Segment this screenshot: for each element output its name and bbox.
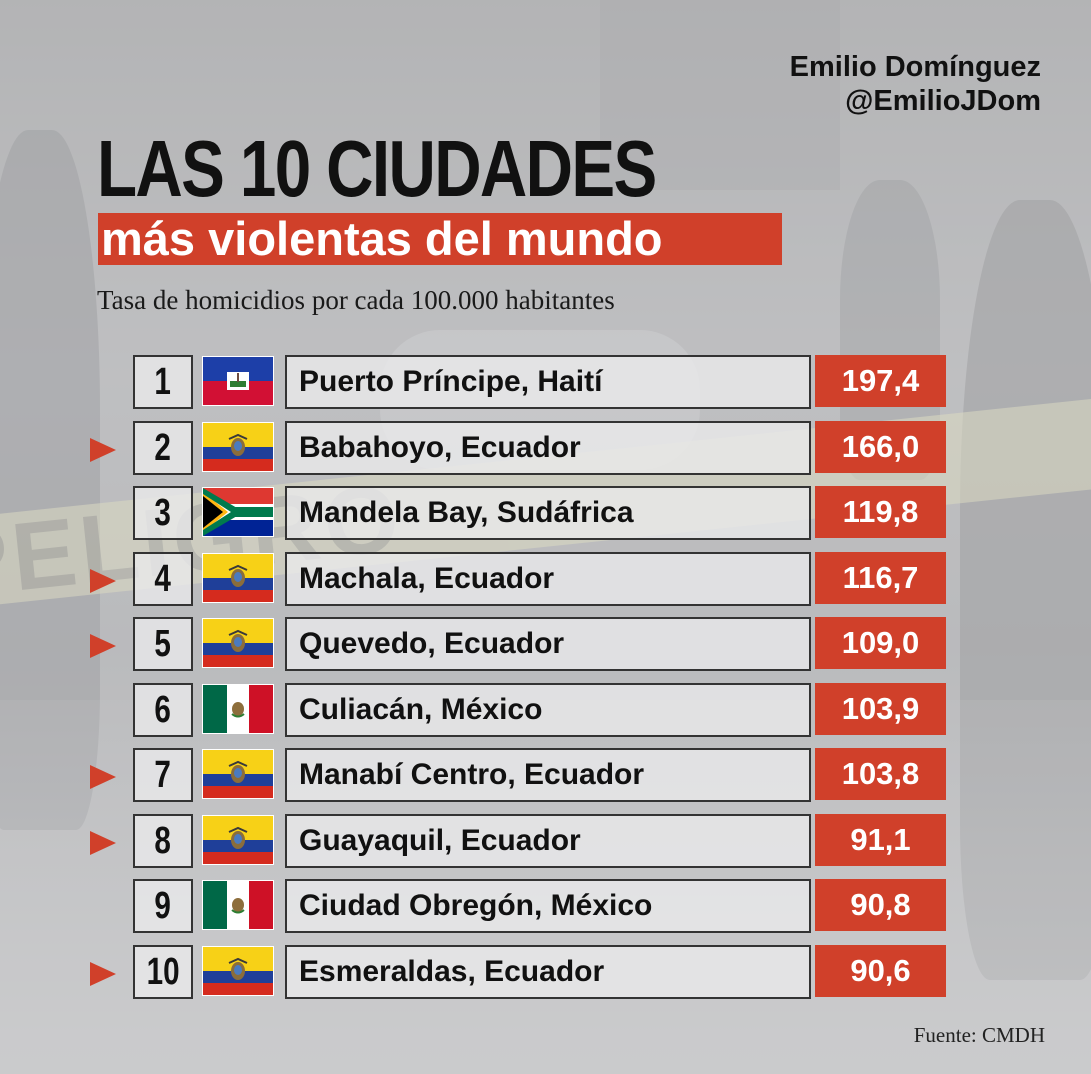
city-label: Ciudad Obregón, México [285,879,811,933]
value-bar: 116,7 [815,551,946,604]
highlight-arrow-icon [90,634,116,658]
ecuador-flag-icon [202,814,274,865]
value-bar: 90,6 [815,944,946,997]
rank-label: 5 [154,623,172,665]
rank-number: 5 [133,617,193,671]
rank-label: 8 [154,819,172,862]
mexico-flag-icon [202,880,274,930]
highlight-arrow-icon [90,765,116,789]
value-bar: 103,9 [815,682,946,735]
chart-title: LAS 10 CIUDADES [97,124,657,213]
rank-label: 2 [154,426,172,469]
rank-number: 9 [133,879,193,933]
highlight-arrow-icon [90,830,116,855]
highlight-arrow-icon [90,437,116,462]
value-bar: 166,0 [815,420,946,473]
city-label: Mandela Bay, Sudáfrica [285,486,811,540]
rank-label: 10 [146,950,180,993]
rank-number: 3 [133,486,193,540]
rank-label: 1 [154,361,172,403]
ecuador-flag-icon [202,749,274,799]
south-africa-flag-icon [202,487,274,537]
city-label: Quevedo, Ecuador [285,617,811,671]
ranking-row: 9 Ciudad Obregón, México 90,8 [0,879,1091,933]
ranking-row: 2 Babahoyo, Ecuador 166,0 [0,420,1091,475]
ranking-row: 10 Esmeraldas, Ecuador 90,6 [0,944,1091,999]
value-bar: 91,1 [815,813,946,866]
haiti-flag-icon [202,356,274,406]
rank-label: 7 [154,754,172,796]
city-label: Babahoyo, Ecuador [285,420,811,475]
rank-label: 3 [154,492,172,534]
author-name: Emilio Domínguez [789,51,1041,83]
subtitle-band [98,213,782,265]
city-label: Esmeraldas, Ecuador [285,944,811,999]
ranking-row: 8 Guayaquil, Ecuador 91,1 [0,813,1091,868]
chart-caption: Tasa de homicidios por cada 100.000 habi… [97,285,615,315]
ranking-row: 1 Puerto Príncipe, Haití 197,4 [0,355,1091,409]
author-credit: Emilio Domínguez @EmilioJDom [790,50,1041,118]
value-bar: 197,4 [815,355,946,407]
rank-label: 9 [154,885,172,927]
ecuador-flag-icon [202,945,274,996]
value-bar: 119,8 [815,486,946,538]
city-label: Guayaquil, Ecuador [285,813,811,868]
ranking-row: 4 Machala, Ecuador 116,7 [0,551,1091,606]
rank-number: 4 [133,551,193,606]
city-label: Puerto Príncipe, Haití [285,355,811,409]
city-label: Machala, Ecuador [285,551,811,606]
rank-number: 8 [133,813,193,868]
mexico-flag-icon [202,683,274,734]
value-bar: 109,0 [815,617,946,669]
ranking-row: 6 Culiacán, México 103,9 [0,682,1091,737]
ranking-row: 3 Mandela Bay, Sudáfrica 119,8 [0,486,1091,540]
ranking-row: 7 Manabí Centro, Ecuador 103,8 [0,748,1091,802]
city-label: Manabí Centro, Ecuador [285,748,811,802]
rank-number: 10 [133,944,193,999]
value-bar: 90,8 [815,879,946,931]
ecuador-flag-icon [202,552,274,603]
rank-label: 6 [154,688,172,731]
ecuador-flag-icon [202,421,274,472]
rank-number: 6 [133,682,193,737]
rank-number: 7 [133,748,193,802]
highlight-arrow-icon [90,961,116,986]
source-note: Fuente: CMDH [913,1023,1045,1047]
city-label: Culiacán, México [285,682,811,737]
value-bar: 103,8 [815,748,946,800]
background-building [600,0,840,190]
rank-label: 4 [154,557,172,600]
rank-number: 1 [133,355,193,409]
ecuador-flag-icon [202,618,274,668]
chart-subtitle: más violentas del mundo [101,212,663,265]
ranking-row: 5 Quevedo, Ecuador 109,0 [0,617,1091,671]
author-handle: @EmilioJDom [845,85,1041,117]
rank-number: 2 [133,420,193,475]
highlight-arrow-icon [90,568,116,593]
